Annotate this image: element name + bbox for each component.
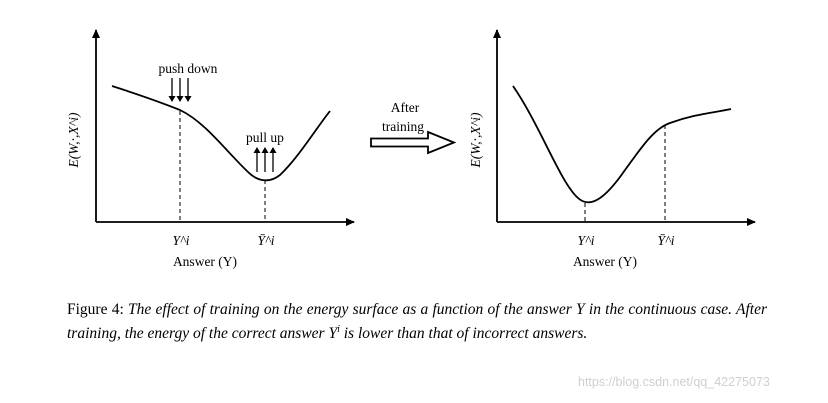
training-label: training xyxy=(382,119,424,134)
watermark: https://blog.csdn.net/qq_42275073 xyxy=(578,375,770,389)
right-energy-curve xyxy=(512,85,732,204)
left-tick-incorrect: Ȳ^i xyxy=(258,233,275,248)
left-tick-correct: Y^i xyxy=(173,233,190,248)
left-y-axis-label: E(W,·,X^i) xyxy=(66,112,81,169)
figure-caption: Figure 4: The effect of training on the … xyxy=(67,300,767,344)
pull-up-arrows xyxy=(253,147,277,172)
pull-up-label: pull up xyxy=(246,130,284,145)
energy-figure: push down pull up E(W,·,X^i) Y^i Ȳ^i Ans… xyxy=(66,29,756,269)
left-x-axis-label: Answer (Y) xyxy=(173,254,237,269)
after-label: After xyxy=(391,100,420,115)
caption-sup-i: i xyxy=(337,324,340,335)
after-training-arrow: After training xyxy=(370,100,457,155)
caption-label: Figure 4: xyxy=(67,301,124,318)
caption-text-3: is lower than that of incorrect answers. xyxy=(339,325,588,343)
left-panel: push down pull up E(W,·,X^i) Y^i Ȳ^i Ans… xyxy=(66,29,355,269)
caption-var-yi: Y xyxy=(328,325,338,343)
right-tick-incorrect: Ȳ^i xyxy=(658,233,675,248)
push-down-label: push down xyxy=(159,61,218,76)
right-tick-correct: Y^i xyxy=(578,233,595,248)
caption-var-y: Y xyxy=(576,301,585,318)
caption-text-2: in the continuous case. After training, … xyxy=(67,301,767,343)
right-y-axis-label: E(W,·,X^i) xyxy=(468,112,483,169)
caption-text-1: The effect of training on the energy sur… xyxy=(128,301,577,318)
left-energy-curve xyxy=(111,85,331,182)
right-panel: E(W,·,X^i) Y^i Ȳ^i Answer (Y) xyxy=(468,29,756,269)
push-down-arrows xyxy=(168,78,192,102)
right-x-axis-label: Answer (Y) xyxy=(573,254,637,269)
